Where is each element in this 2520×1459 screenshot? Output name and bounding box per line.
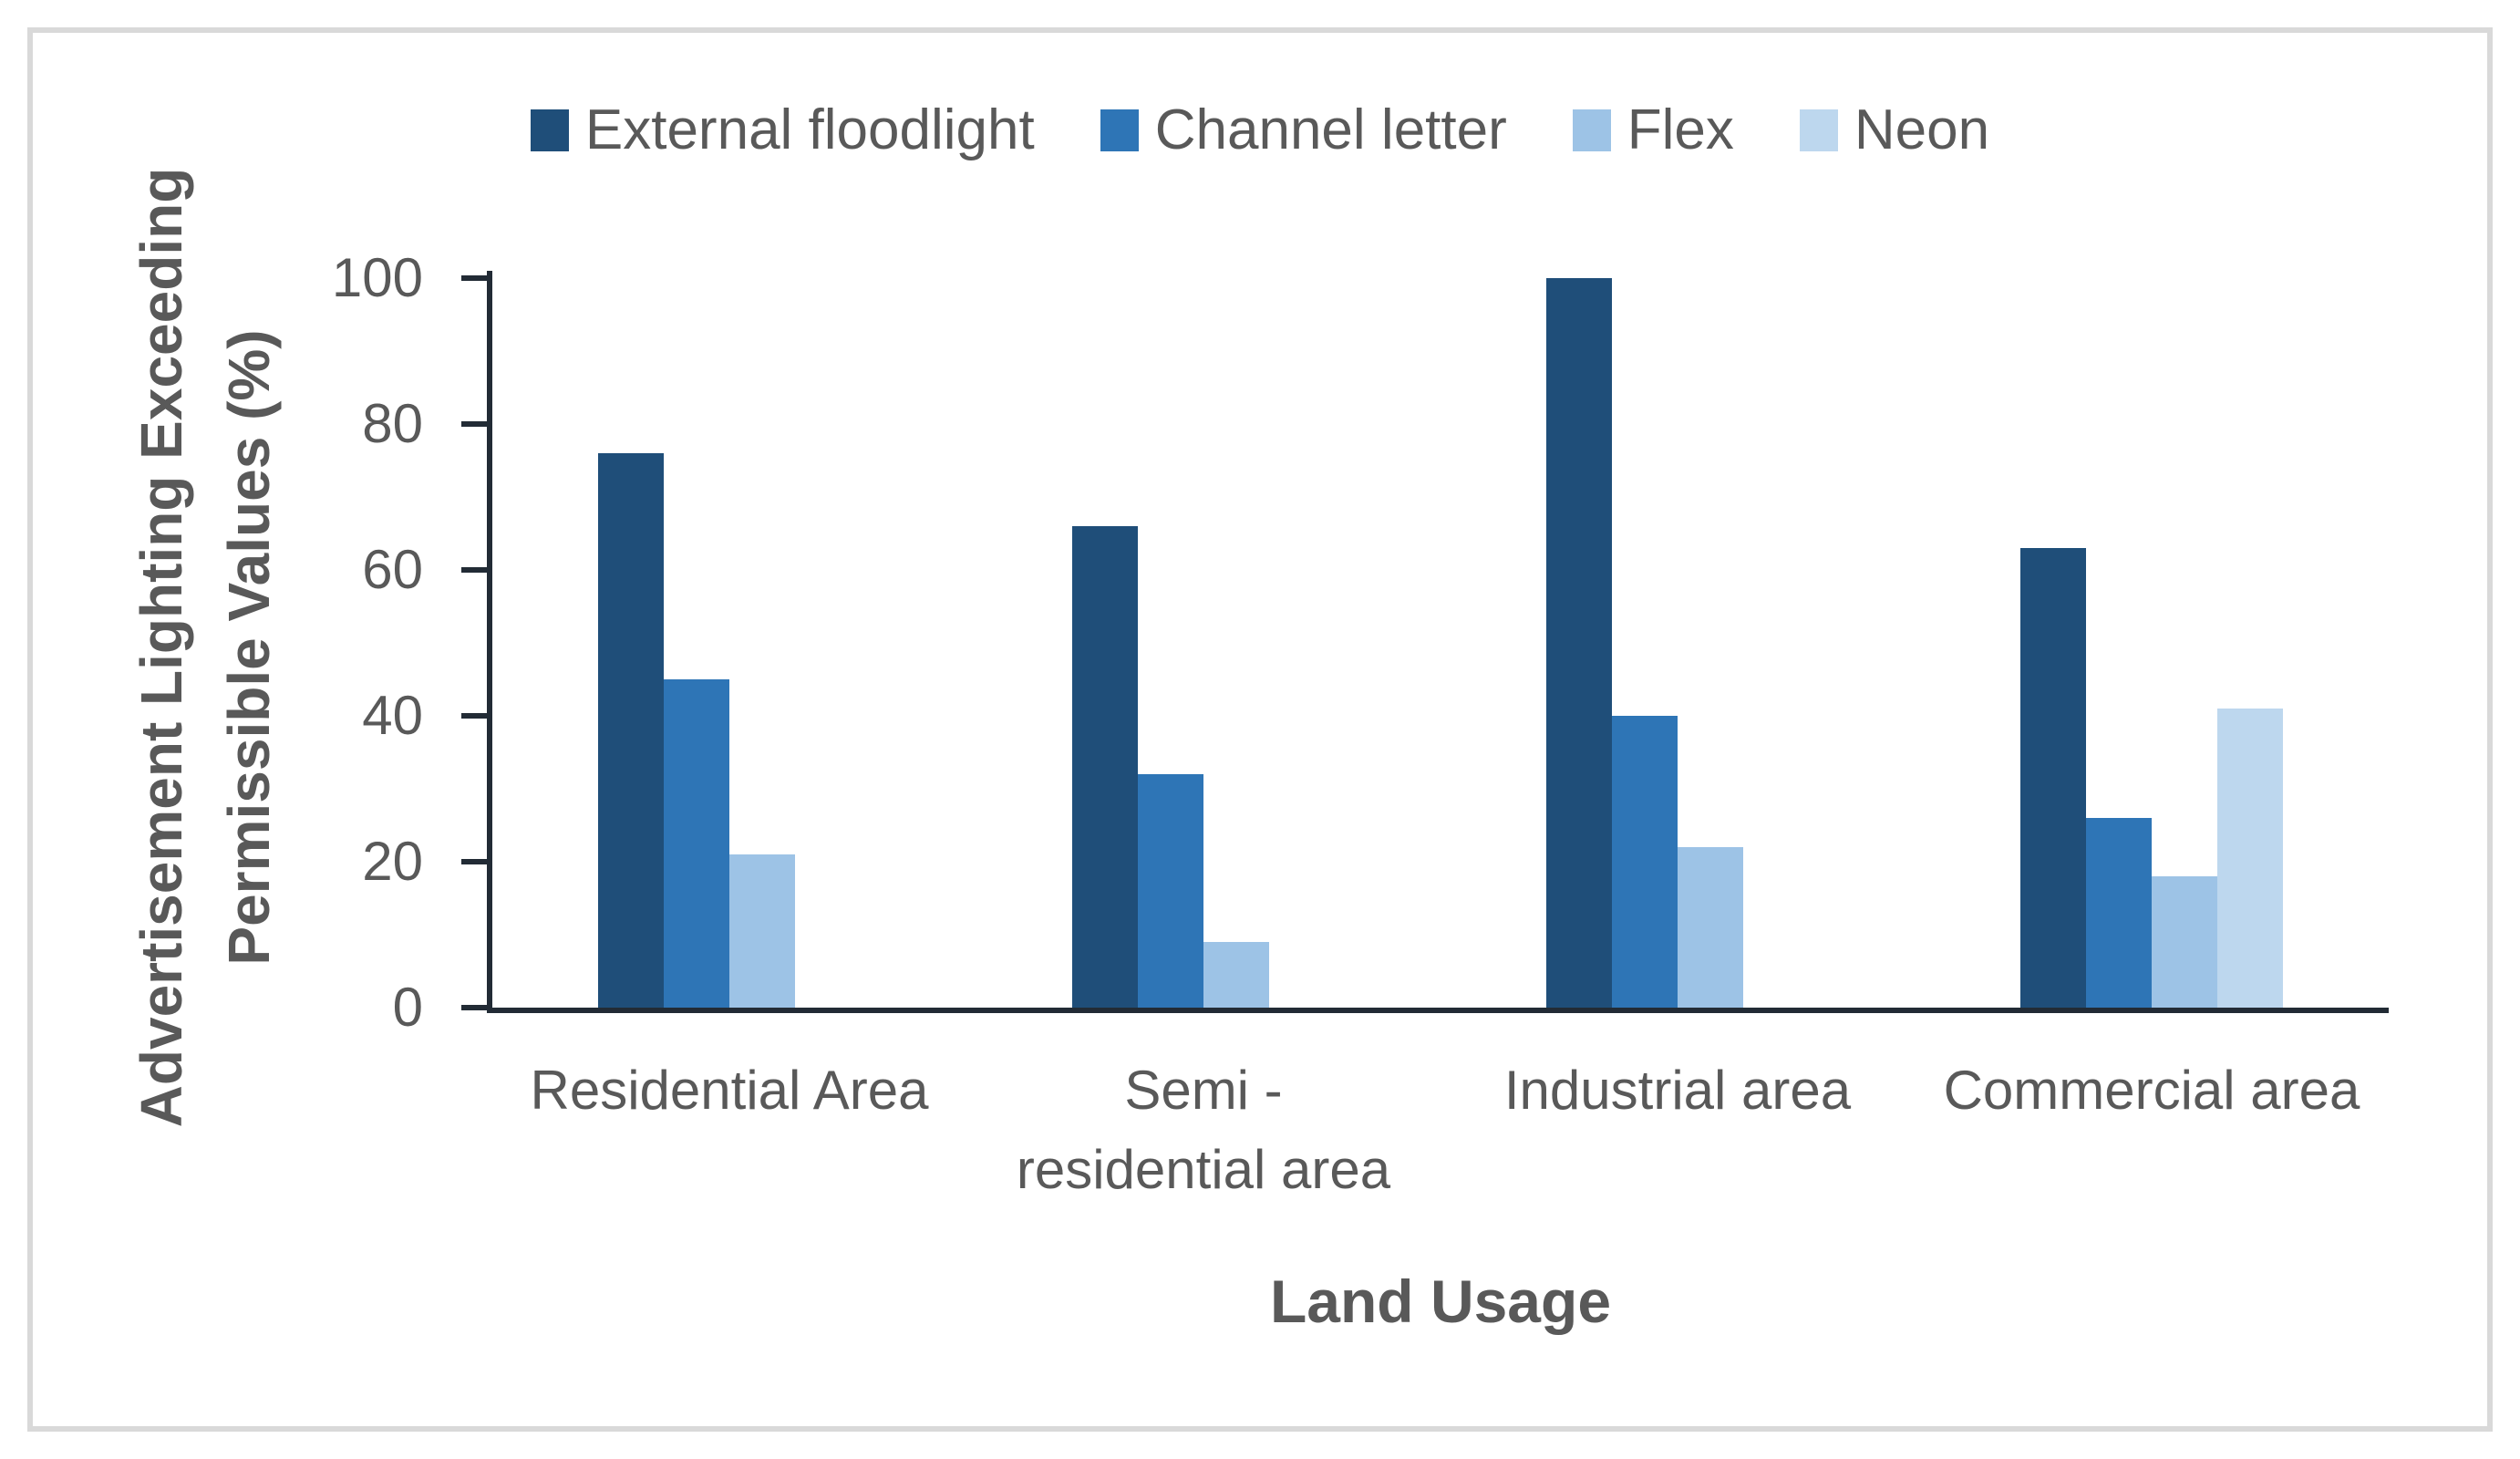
bar-flex-semi-residential-area [1203,942,1269,1008]
legend-item-flex: Flex [1572,98,1734,161]
legend-swatch-flex [1572,109,1611,151]
legend-item-external-floodlight: External floodlight [530,98,1035,161]
x-category-label-commercial-area: Commercial area [1943,1060,2360,1121]
legend-item-neon: Neon [1799,98,1990,161]
y-tick-label-40: 40 [362,685,423,746]
y-axis-line [487,271,492,1013]
legend: External floodlight Channel letter Flex Neo… [0,102,2520,159]
legend-swatch-channel-letter [1100,109,1139,151]
bar-external-floodlight-residential-area [598,453,664,1008]
y-tick-80 [461,421,487,427]
y-tick-40 [461,713,487,719]
legend-label-neon: Neon [1854,98,1990,161]
bar-channel-letter-semi-residential-area [1138,774,1203,1008]
legend-swatch-external-floodlight [530,109,569,151]
x-axis-line [487,1008,2389,1013]
x-category-label-industrial-area: Industrial area [1503,1060,1852,1121]
y-tick-label-80: 80 [362,393,423,454]
y-tick-100 [461,275,487,281]
y-tick-label-100: 100 [331,247,423,308]
y-tick-label-60: 60 [362,539,423,600]
y-tick-0 [461,1005,487,1010]
y-tick-60 [461,567,487,573]
bar-flex-commercial-area [2152,876,2217,1008]
bar-external-floodlight-semi-residential-area [1072,526,1138,1008]
bar-channel-letter-residential-area [664,679,729,1008]
x-category-label-semi-residential-area: Semi - residential area [1016,1060,1391,1200]
bar-flex-residential-area [729,854,795,1008]
legend-label-flex: Flex [1627,98,1734,161]
y-tick-label-0: 0 [392,977,423,1038]
bar-flex-industrial-area [1678,847,1743,1008]
legend-swatch-neon [1799,109,1838,151]
bar-external-floodlight-commercial-area [2020,548,2086,1008]
legend-label-external-floodlight: External floodlight [584,98,1035,161]
y-tick-20 [461,859,487,864]
bar-external-floodlight-industrial-area [1546,278,1612,1008]
x-category-label-residential-area: Residential Area [530,1060,929,1121]
bar-neon-commercial-area [2217,709,2283,1008]
legend-item-channel-letter: Channel letter [1100,102,1507,159]
bar-channel-letter-industrial-area [1612,716,1678,1008]
bar-channel-letter-commercial-area [2086,818,2152,1008]
x-axis-title: Land Usage [1269,1268,1612,1335]
y-tick-label-20: 20 [362,831,423,892]
legend-label-channel-letter: Channel letter [1154,98,1507,161]
